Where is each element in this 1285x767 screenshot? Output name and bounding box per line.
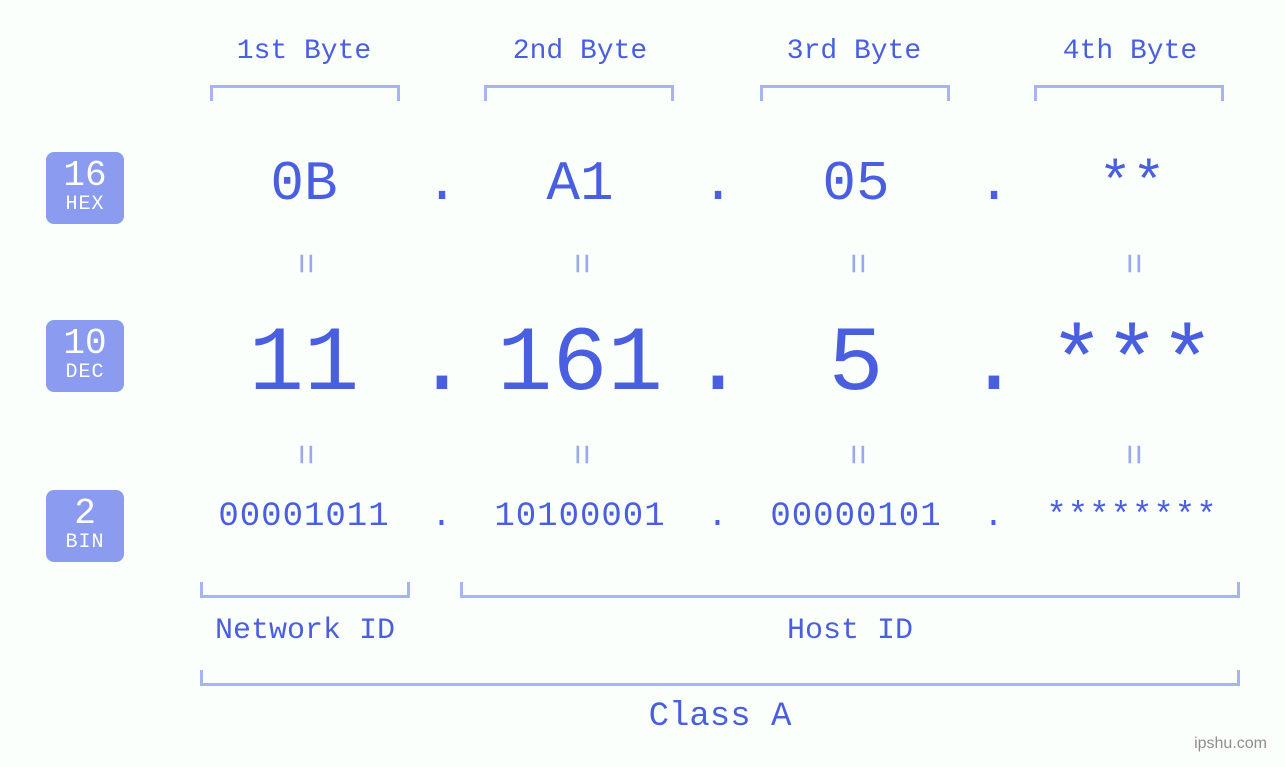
top-bracket-1 [210, 85, 400, 101]
dot-icon: . [414, 312, 469, 417]
equals-icon: = [283, 253, 324, 275]
bottom-bracket-host [460, 582, 1240, 598]
row-dec: 11 . 161 . 5 . *** [180, 312, 1260, 417]
hex-byte-3: 05 [822, 152, 889, 216]
badge-hex-base: 16 [46, 158, 124, 194]
badge-dec-base: 10 [46, 326, 124, 362]
row-bin: 00001011 . 10100001 . 00000101 . *******… [180, 498, 1260, 536]
label-network-id: Network ID [200, 614, 410, 648]
dot-icon: . [966, 312, 1021, 417]
dot-icon: . [431, 498, 452, 536]
byte-header-3: 3rd Byte [730, 36, 978, 67]
bin-byte-2: 10100001 [494, 498, 665, 536]
dot-icon: . [983, 498, 1004, 536]
byte-header-1: 1st Byte [180, 36, 428, 67]
hex-byte-2: A1 [546, 152, 613, 216]
byte-header-4: 4th Byte [1006, 36, 1254, 67]
badge-dec-abbr: DEC [46, 362, 124, 384]
watermark: ipshu.com [1194, 735, 1267, 753]
label-class: Class A [200, 698, 1240, 736]
badge-hex: 16 HEX [46, 152, 124, 224]
bin-byte-4: ******** [1046, 498, 1217, 536]
hex-byte-1: 0B [270, 152, 337, 216]
dec-byte-4: *** [1049, 312, 1215, 417]
top-bracket-2 [484, 85, 674, 101]
top-bracket-4 [1034, 85, 1224, 101]
dot-icon: . [707, 498, 728, 536]
hex-byte-4: ** [1098, 152, 1165, 216]
bottom-bracket-network [200, 582, 410, 598]
badge-dec: 10 DEC [46, 320, 124, 392]
dot-icon: . [977, 152, 1011, 216]
equals-icon: = [835, 253, 876, 275]
top-bracket-3 [760, 85, 950, 101]
dec-byte-2: 161 [497, 312, 663, 417]
equals-icon: = [835, 444, 876, 466]
dec-byte-1: 11 [249, 312, 359, 417]
dot-icon: . [701, 152, 735, 216]
bin-byte-3: 00000101 [770, 498, 941, 536]
label-host-id: Host ID [460, 614, 1240, 648]
badge-bin: 2 BIN [46, 490, 124, 562]
dec-byte-3: 5 [828, 312, 883, 417]
bottom-bracket-class [200, 670, 1240, 686]
badge-bin-abbr: BIN [46, 532, 124, 554]
byte-header-2: 2nd Byte [456, 36, 704, 67]
equals-icon: = [559, 253, 600, 275]
bin-byte-1: 00001011 [218, 498, 389, 536]
ip-diagram: 16 HEX 10 DEC 2 BIN 1st Byte 2nd Byte 3r… [0, 0, 1285, 767]
equals-icon: = [1111, 444, 1152, 466]
dot-icon: . [690, 312, 745, 417]
dot-icon: . [425, 152, 459, 216]
equals-icon: = [559, 444, 600, 466]
row-hex: 0B . A1 . 05 . ** [180, 152, 1260, 216]
equals-icon: = [1111, 253, 1152, 275]
badge-bin-base: 2 [46, 496, 124, 532]
badge-hex-abbr: HEX [46, 194, 124, 216]
equals-row-1: = = = = [180, 243, 1260, 284]
equals-icon: = [283, 444, 324, 466]
equals-row-2: = = = = [180, 434, 1260, 475]
